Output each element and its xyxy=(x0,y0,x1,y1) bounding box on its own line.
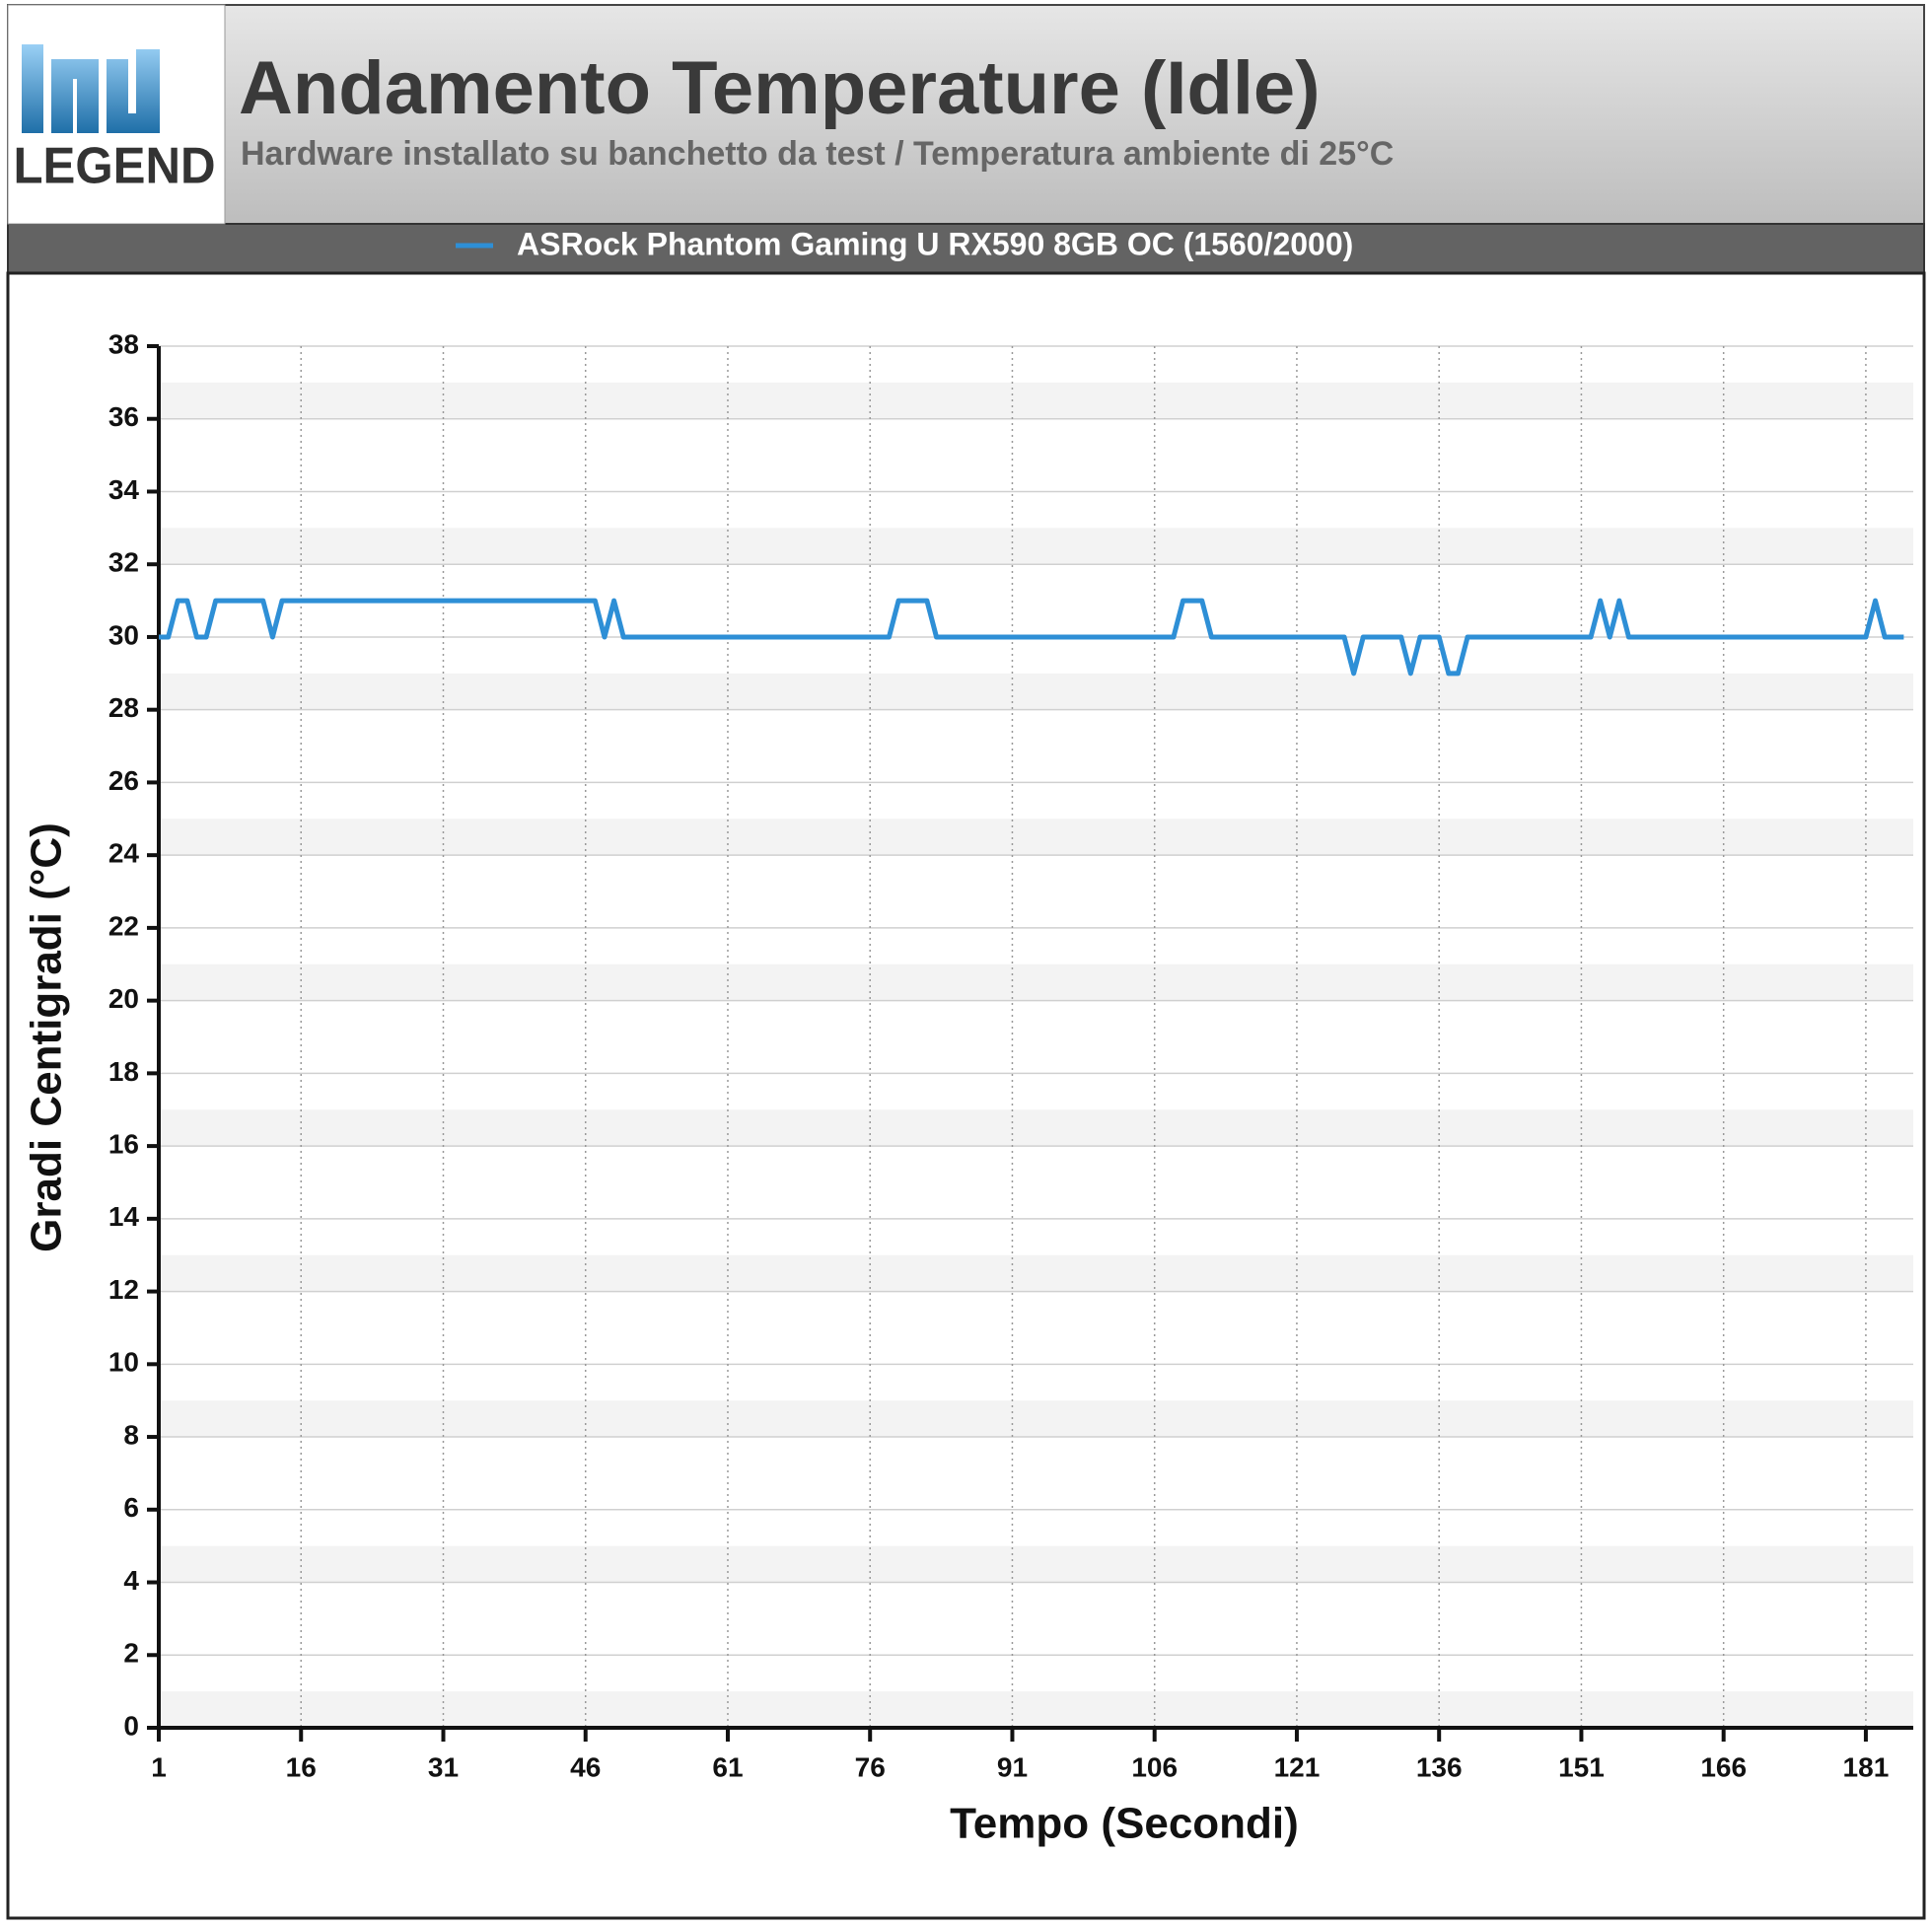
x-tick-label: 121 xyxy=(1274,1751,1321,1782)
x-tick-label: 181 xyxy=(1843,1751,1890,1782)
x-tick-label: 166 xyxy=(1700,1751,1747,1782)
x-tick-label: 1 xyxy=(151,1751,167,1782)
y-tick-label: 2 xyxy=(123,1638,139,1669)
x-tick-label: 106 xyxy=(1131,1751,1178,1782)
x-tick-label: 31 xyxy=(428,1751,459,1782)
band xyxy=(159,673,1913,710)
header xyxy=(7,4,1925,225)
band xyxy=(159,1254,1913,1292)
y-tick-label: 4 xyxy=(123,1565,139,1596)
band xyxy=(159,1109,1913,1147)
x-tick-label: 136 xyxy=(1416,1751,1463,1782)
x-axis-title: Tempo (Secondi) xyxy=(950,1800,1299,1848)
y-tick-label: 38 xyxy=(108,328,139,359)
x-tick-label: 46 xyxy=(570,1751,601,1782)
band xyxy=(159,1400,1913,1438)
y-tick-label: 6 xyxy=(123,1492,139,1523)
y-tick-label: 26 xyxy=(108,765,139,796)
series-line xyxy=(159,598,1904,677)
logo-text: LEGEND xyxy=(14,138,216,195)
x-tick-label: 16 xyxy=(286,1751,317,1782)
y-tick-label: 34 xyxy=(108,474,140,505)
legend-bar xyxy=(7,223,1925,274)
logo: LEGEND xyxy=(7,4,226,225)
y-tick-label: 22 xyxy=(108,910,139,941)
band xyxy=(159,528,1913,565)
y-tick-label: 8 xyxy=(123,1419,139,1450)
chart-title: Andamento Temperature (Idle) xyxy=(239,46,1321,130)
logo-mark xyxy=(22,44,160,133)
y-tick-label: 28 xyxy=(108,692,139,723)
x-tick-label: 151 xyxy=(1558,1751,1605,1782)
y-tick-label: 20 xyxy=(108,983,139,1014)
y-tick-label: 10 xyxy=(108,1347,139,1378)
y-tick-label: 36 xyxy=(108,401,139,432)
y-tick-label: 30 xyxy=(108,619,139,650)
band xyxy=(159,963,1913,1001)
chart-subtitle: Hardware installato su banchetto da test… xyxy=(241,135,1394,173)
x-tick-label: 61 xyxy=(712,1751,743,1782)
y-axis-title: Gradi Centigradi (°C) xyxy=(23,822,71,1252)
y-tick-label: 16 xyxy=(108,1128,139,1159)
y-tick-label: 0 xyxy=(123,1710,139,1741)
x-tick-label: 76 xyxy=(855,1751,886,1782)
frame xyxy=(6,271,1926,1920)
y-tick-label: 24 xyxy=(108,838,140,869)
x-tick-label: 91 xyxy=(997,1751,1028,1782)
band xyxy=(159,1545,1913,1583)
band xyxy=(159,1691,1913,1728)
y-tick-label: 14 xyxy=(108,1201,140,1232)
legend-label: ASRock Phantom Gaming U RX590 8GB OC (15… xyxy=(517,226,1353,261)
band xyxy=(159,819,1913,856)
y-tick-label: 12 xyxy=(108,1274,139,1305)
y-tick-label: 18 xyxy=(108,1056,139,1087)
y-tick-label: 32 xyxy=(108,547,139,578)
band xyxy=(159,382,1913,419)
